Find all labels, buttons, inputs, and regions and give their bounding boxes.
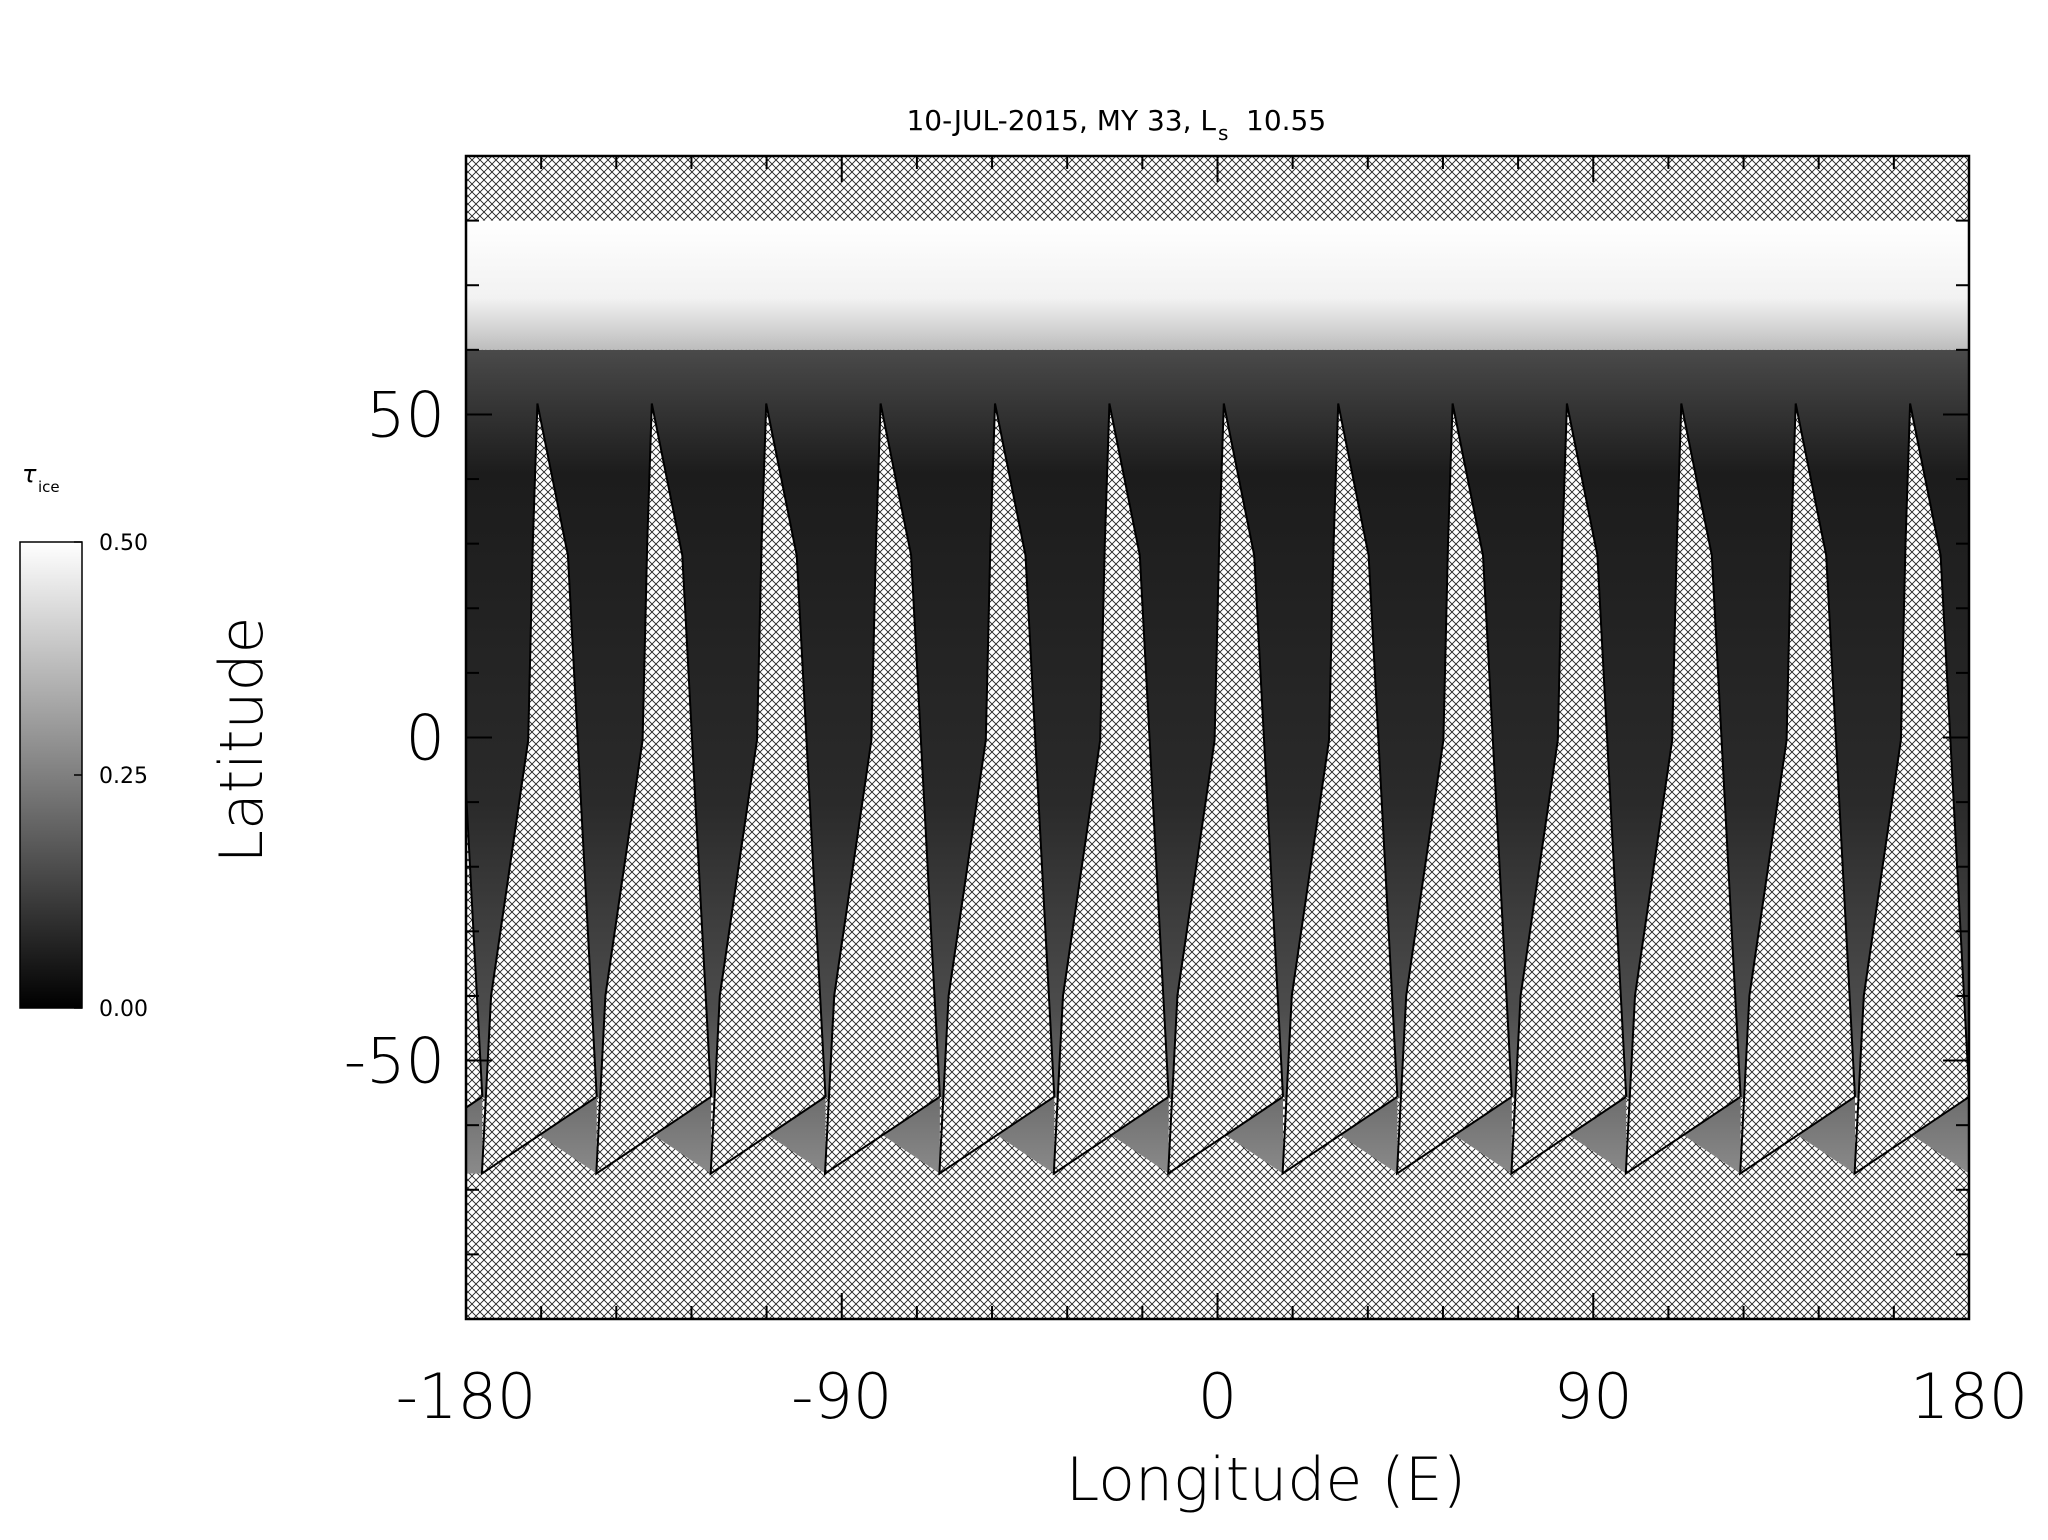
colorbar-tick-label: 0.25: [99, 764, 148, 789]
x-tick-label: 180: [1910, 1360, 2028, 1433]
y-tick-label: 50: [366, 378, 445, 451]
colorbar-label-subscript: ice: [38, 478, 60, 496]
x-axis-label: Longitude (E): [1066, 1445, 1466, 1515]
x-tick-label: 0: [1198, 1360, 1237, 1433]
chart-title: 10-JUL-2015, MY 33, L: [906, 104, 1216, 137]
y-tick-label: 0: [406, 702, 445, 775]
chart-title-subscript: s: [1218, 121, 1228, 145]
chart-title-suffix: 10.55: [1246, 104, 1326, 137]
swath-bottom-gap: [1969, 1097, 2048, 1174]
x-tick-label: 90: [1554, 1360, 1633, 1433]
x-tick-label: -90: [791, 1360, 892, 1433]
colorbar: [20, 542, 82, 1008]
colorbar-label: τ: [22, 460, 37, 488]
colorbar-tick-label: 0.50: [99, 531, 148, 556]
colorbar-tick-label: 0.00: [99, 997, 148, 1022]
swath-gap: [1969, 404, 2048, 1174]
x-tick-label: -180: [396, 1360, 537, 1433]
map-image: [368, 156, 2048, 1319]
polar-band: [466, 221, 1969, 350]
y-axis-label: Latitude: [207, 617, 277, 864]
y-tick-label: -50: [344, 1025, 445, 1098]
